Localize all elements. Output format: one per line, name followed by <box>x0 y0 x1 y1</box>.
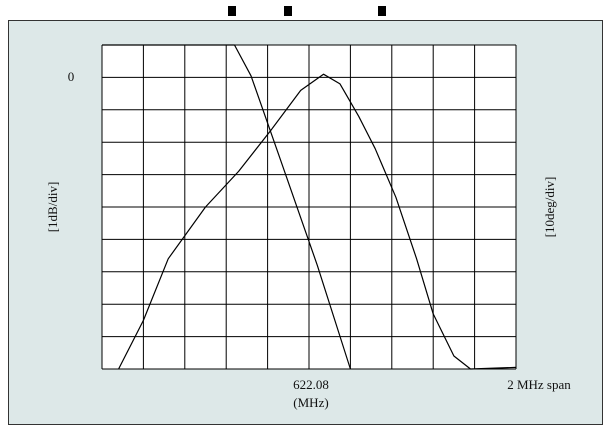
phase-trace <box>118 73 517 370</box>
chart-svg: 0 [1dB/div] [10deg/div] 622.08 (MHz) 2 M… <box>45 44 571 410</box>
x-center-frequency-label: 622.08 <box>293 377 329 392</box>
traces <box>102 44 517 370</box>
cropped-title-glyphs <box>228 6 386 16</box>
y-axis-left-label: [1dB/div] <box>45 182 60 233</box>
grid <box>101 44 517 370</box>
chart-panel: 0 [1dB/div] [10deg/div] 622.08 (MHz) 2 M… <box>8 20 603 425</box>
x-span-label: 2 MHz span <box>507 377 571 392</box>
amplitude-trace <box>102 44 351 370</box>
cropped-title-fragment <box>226 0 396 20</box>
y-axis-right-label: [10deg/div] <box>542 177 557 238</box>
y-reference-label: 0 <box>68 69 75 84</box>
x-unit-label: (MHz) <box>293 395 328 410</box>
